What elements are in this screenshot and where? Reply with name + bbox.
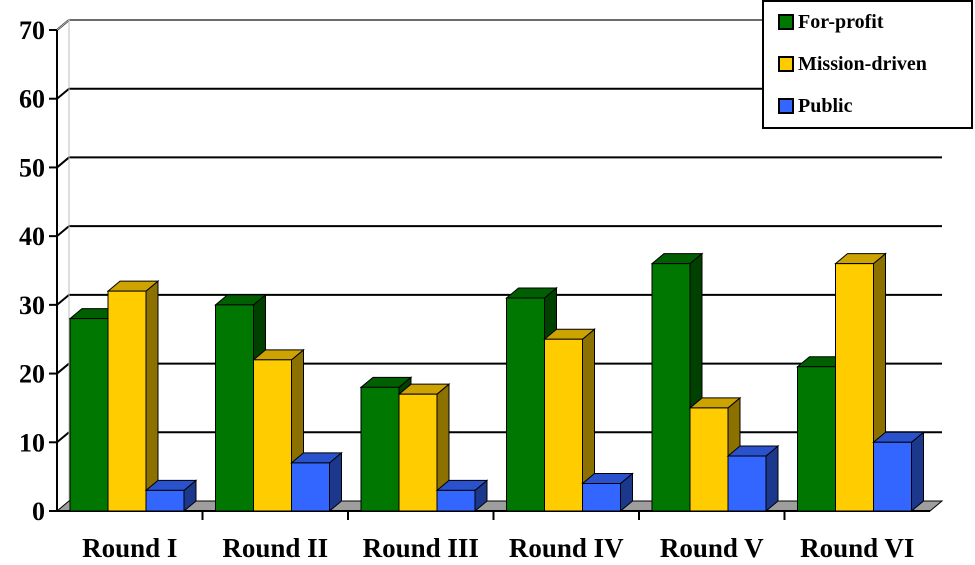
bar-public-round-vi xyxy=(873,441,912,512)
x-category-label-round-ii: Round II xyxy=(222,533,328,563)
legend-swatch-mission-driven xyxy=(778,56,794,72)
gridline-diag-60 xyxy=(56,87,70,100)
bar-for-profit-round-iv xyxy=(506,297,545,512)
bar-side-public-round-vi xyxy=(911,431,924,513)
gridline-diag-10 xyxy=(56,431,70,444)
legend-label-public: Public xyxy=(798,94,853,117)
y-tick-label-40: 40 xyxy=(19,222,45,251)
bar-for-profit-round-v xyxy=(651,263,691,512)
x-category-label-round-i: Round I xyxy=(82,533,177,563)
x-category-label-round-iii: Round III xyxy=(363,533,479,563)
bar-mission-driven-round-vi xyxy=(835,263,874,512)
gridline-diag-50 xyxy=(56,156,70,169)
bar-public-round-iv xyxy=(582,483,621,512)
y-tick-label-20: 20 xyxy=(19,360,45,389)
legend-item-for-profit: For-profit xyxy=(778,10,884,34)
gridlines xyxy=(49,19,942,512)
legend-label-for-profit: For-profit xyxy=(798,10,884,33)
bar-public-round-ii xyxy=(291,462,330,512)
bar-mission-driven-round-iii xyxy=(398,393,438,512)
bar-public-round-iii xyxy=(436,489,476,512)
x-category-label-round-v: Round V xyxy=(660,533,764,563)
y-tick-label-50: 50 xyxy=(19,153,45,182)
bar-public-round-i xyxy=(145,489,185,512)
y-tick-label-60: 60 xyxy=(19,85,45,114)
bar-side-public-round-v xyxy=(765,444,779,513)
x-category-label-round-vi: Round VI xyxy=(800,533,914,563)
gridline-diag-20 xyxy=(56,362,70,375)
y-tick-label-10: 10 xyxy=(19,428,45,457)
y-tick-label-70: 70 xyxy=(19,16,45,45)
y-tick-label-30: 30 xyxy=(19,291,45,320)
bars xyxy=(68,252,925,513)
y-tick-labels: 0 10 20 30 40 50 60 70 xyxy=(19,16,45,526)
bar-for-profit-round-i xyxy=(69,318,109,512)
x-category-labels: Round I Round II Round III Round IV Round V R… xyxy=(82,533,914,563)
bar-mission-driven-round-v xyxy=(689,407,729,512)
legend-item-mission-driven: Mission-driven xyxy=(778,52,927,76)
legend-item-public: Public xyxy=(778,94,852,118)
bar-mission-driven-round-ii xyxy=(253,359,292,512)
y-tick-label-0: 0 xyxy=(32,497,45,526)
legend: For-profit Mission-driven Public xyxy=(762,0,973,129)
bar-side-mission-driven-round-i xyxy=(145,280,159,513)
legend-label-mission-driven: Mission-driven xyxy=(798,52,927,75)
bar-mission-driven-round-iv xyxy=(544,338,583,512)
legend-swatch-public xyxy=(778,98,794,114)
legend-swatch-for-profit xyxy=(778,14,794,30)
bar-mission-driven-round-i xyxy=(107,290,147,512)
bar-for-profit-round-vi xyxy=(797,366,836,512)
x-category-label-round-iv: Round IV xyxy=(509,533,624,563)
gridline-diag-40 xyxy=(56,225,70,237)
bar-public-round-v xyxy=(727,455,767,512)
bar-for-profit-round-iii xyxy=(360,386,400,512)
bar-for-profit-round-ii xyxy=(215,304,254,512)
gridline-diag-30 xyxy=(56,294,70,306)
